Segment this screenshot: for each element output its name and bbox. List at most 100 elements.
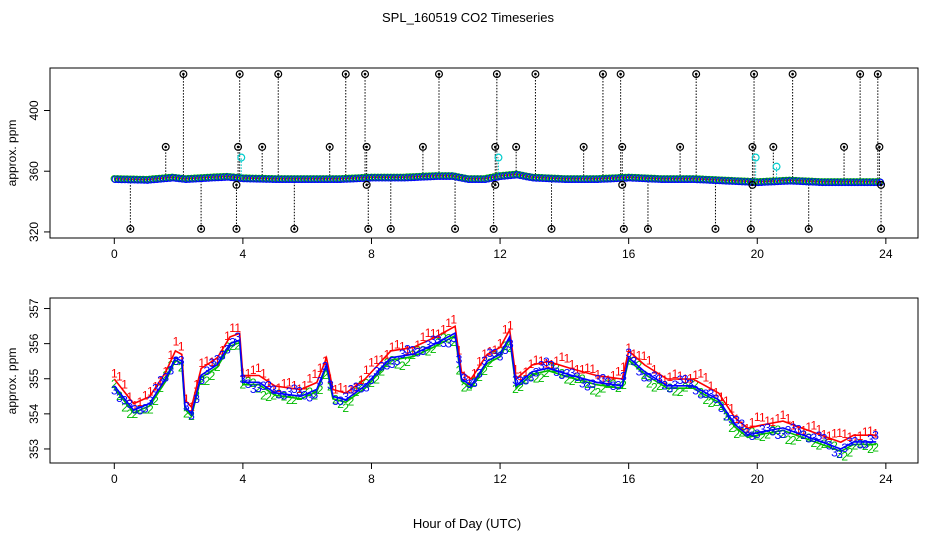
bottom-series-2-marker: 2 xyxy=(147,403,154,417)
bottom-series-2-marker: 2 xyxy=(852,439,859,453)
bottom-series-1-marker: 1 xyxy=(363,363,370,377)
bottom-series-3-marker: 3 xyxy=(769,424,776,438)
top-spike-point xyxy=(856,70,865,79)
bottom-series-3-marker: 3 xyxy=(126,397,133,411)
top-spike-point xyxy=(616,70,625,79)
top-cyan-point xyxy=(237,153,246,162)
bottom-series-2-marker: 2 xyxy=(872,440,879,454)
bottom-series-3-marker: 3 xyxy=(337,394,344,408)
bottom-series-2-marker: 2 xyxy=(857,437,864,451)
bottom-series-3-marker: 3 xyxy=(306,391,313,405)
bottom-series-1-marker: 1 xyxy=(445,316,452,330)
bottom-series-3-marker: 3 xyxy=(317,374,324,388)
bottom-y-tick-label: 353 xyxy=(27,439,41,459)
bottom-series-1-marker: 1 xyxy=(270,382,277,396)
top-spike-point xyxy=(598,70,607,79)
bottom-series-1-marker: 1 xyxy=(630,347,637,361)
bottom-series-3-marker: 3 xyxy=(188,409,195,423)
bottom-series-2-marker: 2 xyxy=(630,354,637,368)
bottom-series-3-marker: 3 xyxy=(137,404,144,418)
bottom-series-1-marker: 1 xyxy=(723,394,730,408)
bottom-series-1-marker: 1 xyxy=(759,410,766,424)
bottom-series-1-marker: 1 xyxy=(486,345,493,359)
bottom-series-1-marker: 1 xyxy=(641,349,648,363)
bottom-series-2-marker: 2 xyxy=(404,355,411,369)
bottom-series-3-marker: 3 xyxy=(651,369,658,383)
bottom-series-2-marker: 2 xyxy=(594,385,601,399)
bottom-series-3-marker: 3 xyxy=(270,383,277,397)
bottom-series-3-marker: 3 xyxy=(682,372,689,386)
bottom-series-3-marker: 3 xyxy=(409,344,416,358)
bottom-series-1-marker: 1 xyxy=(234,321,241,335)
top-spike-point xyxy=(492,70,501,79)
bottom-series-2-marker: 2 xyxy=(317,383,324,397)
bottom-series-2-marker: 2 xyxy=(682,381,689,395)
bottom-series-2-marker: 2 xyxy=(723,410,730,424)
bottom-series-3-marker: 3 xyxy=(862,437,869,451)
top-spike-point xyxy=(618,180,627,189)
bottom-plot-frame xyxy=(49,297,919,464)
bottom-series-2-marker: 2 xyxy=(497,344,504,358)
bottom-series-1-marker: 1 xyxy=(353,381,360,395)
bottom-series-1-marker: 1 xyxy=(610,369,617,383)
bottom-series-3-marker: 3 xyxy=(805,432,812,446)
bottom-series-3-marker: 3 xyxy=(332,394,339,408)
top-spike-point-center xyxy=(365,183,368,187)
bottom-y-tick-label: 356 xyxy=(27,333,41,353)
bottom-series-3-marker: 3 xyxy=(394,354,401,368)
bottom-y-tick-label: 354 xyxy=(27,404,41,424)
bottom-series-3-marker: 3 xyxy=(507,337,514,351)
bottom-series-2-marker: 2 xyxy=(214,360,221,374)
bottom-series-3-marker: 3 xyxy=(425,338,432,352)
bottom-series-2-marker: 2 xyxy=(116,389,123,403)
top-spike-point xyxy=(258,142,267,151)
bottom-series-2-marker: 2 xyxy=(137,402,144,416)
top-spike-point xyxy=(341,70,350,79)
top-spike-point xyxy=(692,70,701,79)
bottom-series-1-marker: 1 xyxy=(327,372,334,386)
bottom-series-1-marker: 1 xyxy=(204,354,211,368)
top-x-tick-label: 16 xyxy=(622,247,636,261)
top-spike-point xyxy=(418,142,427,151)
bottom-series-3-marker: 3 xyxy=(162,370,169,384)
bottom-data: 2222222222222222222222222222222222222222… xyxy=(111,312,879,463)
top-spike-point-center xyxy=(550,227,553,231)
bottom-series-2-marker: 2 xyxy=(461,381,468,395)
bottom-series-1-marker: 1 xyxy=(168,348,175,362)
bottom-series-1-marker: 1 xyxy=(821,427,828,441)
bottom-series-2-marker: 2 xyxy=(209,369,216,383)
bottom-series-3-marker: 3 xyxy=(486,346,493,360)
bottom-series-3-marker: 3 xyxy=(533,365,540,379)
bottom-series-2-marker: 2 xyxy=(584,377,591,391)
bottom-x-tick-label: 16 xyxy=(622,472,636,486)
bottom-series-1-marker: 1 xyxy=(507,319,514,333)
bottom-series-1-marker: 1 xyxy=(713,386,720,400)
bottom-series-1-marker: 1 xyxy=(188,400,195,414)
top-spike-point xyxy=(769,142,778,151)
bottom-series-3-marker: 3 xyxy=(728,412,735,426)
bottom-series-2-marker: 2 xyxy=(816,439,823,453)
bottom-series-2-marker: 2 xyxy=(728,421,735,435)
bottom-series-2-marker: 2 xyxy=(744,425,751,439)
top-spike-point xyxy=(748,142,757,151)
bottom-series-1-marker: 1 xyxy=(744,422,751,436)
bottom-series-2-marker: 2 xyxy=(774,423,781,437)
bottom-series-3-marker: 3 xyxy=(111,384,118,398)
bottom-series-3-marker: 3 xyxy=(600,371,607,385)
top-cyan-point xyxy=(494,153,503,162)
bottom-series-2-marker: 2 xyxy=(260,389,267,403)
top-spike-point-center xyxy=(694,72,698,76)
bottom-series-2-marker: 2 xyxy=(481,364,488,378)
bottom-series-2-marker: 2 xyxy=(522,373,529,387)
top-spike-point-center xyxy=(492,227,495,231)
bottom-series-2-marker: 2 xyxy=(672,384,679,398)
bottom-series-1-line xyxy=(113,325,877,444)
bottom-series-2-marker: 2 xyxy=(528,369,535,383)
bottom-series-1-marker: 1 xyxy=(615,365,622,379)
bottom-series-3-marker: 3 xyxy=(445,336,452,350)
bottom-series-2-marker: 2 xyxy=(162,369,169,383)
bottom-series-1-marker: 1 xyxy=(476,355,483,369)
top-spike-point xyxy=(619,224,628,233)
bottom-series-3-marker: 3 xyxy=(229,335,236,349)
bottom-series-2-marker: 2 xyxy=(718,399,725,413)
